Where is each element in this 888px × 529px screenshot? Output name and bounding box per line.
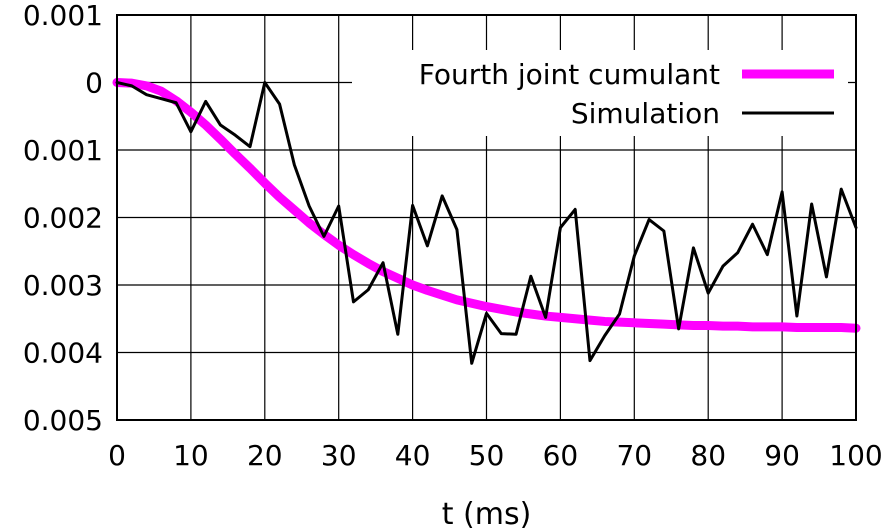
- x-tick-label: 70: [616, 439, 652, 472]
- legend-label-fourth-joint-cumulant: Fourth joint cumulant: [419, 58, 720, 91]
- x-tick-label: 100: [829, 439, 882, 472]
- x-tick-label: 90: [764, 439, 800, 472]
- legend: Fourth joint cumulant Simulation: [352, 50, 848, 136]
- y-tick-label: 0.003: [23, 269, 103, 302]
- series-line-fourth-joint-cumulant: [112, 78, 861, 333]
- x-tick-label: 30: [321, 439, 357, 472]
- x-tick-label: 40: [395, 439, 431, 472]
- plot-frame: [116, 14, 857, 421]
- y-tick-label: 0.002: [23, 202, 103, 235]
- y-tick-label: 0.004: [23, 337, 103, 370]
- y-tick-label: 0.001: [23, 134, 103, 167]
- series-line-simulation: [115, 81, 858, 365]
- series-group: [112, 78, 861, 365]
- y-tick-label: 0.005: [23, 404, 103, 437]
- x-tick-label: 10: [173, 439, 209, 472]
- y-tick-label: 0: [85, 67, 103, 100]
- x-tick-label: 20: [247, 439, 283, 472]
- x-tick-label: 0: [108, 439, 126, 472]
- y-axis: 0.001 0 0.001 0.002 0.003 0.004 0.005: [23, 0, 103, 437]
- x-tick-label: 60: [543, 439, 579, 472]
- y-tick-label: 0.001: [23, 0, 103, 32]
- x-tick-label: 80: [690, 439, 726, 472]
- legend-background: [352, 50, 848, 136]
- x-axis: 0 10 20 30 40 50 60 70 80 90 100: [108, 439, 883, 472]
- legend-label-simulation: Simulation: [571, 97, 720, 130]
- x-axis-title: t (ms): [442, 497, 532, 529]
- x-tick-label: 50: [469, 439, 505, 472]
